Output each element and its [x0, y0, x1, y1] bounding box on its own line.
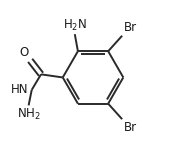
Text: Br: Br — [124, 121, 137, 134]
Text: HN: HN — [11, 83, 29, 96]
Text: Br: Br — [124, 21, 137, 34]
Text: NH$_2$: NH$_2$ — [17, 107, 41, 122]
Text: O: O — [19, 46, 29, 59]
Text: H$_2$N: H$_2$N — [63, 18, 87, 33]
